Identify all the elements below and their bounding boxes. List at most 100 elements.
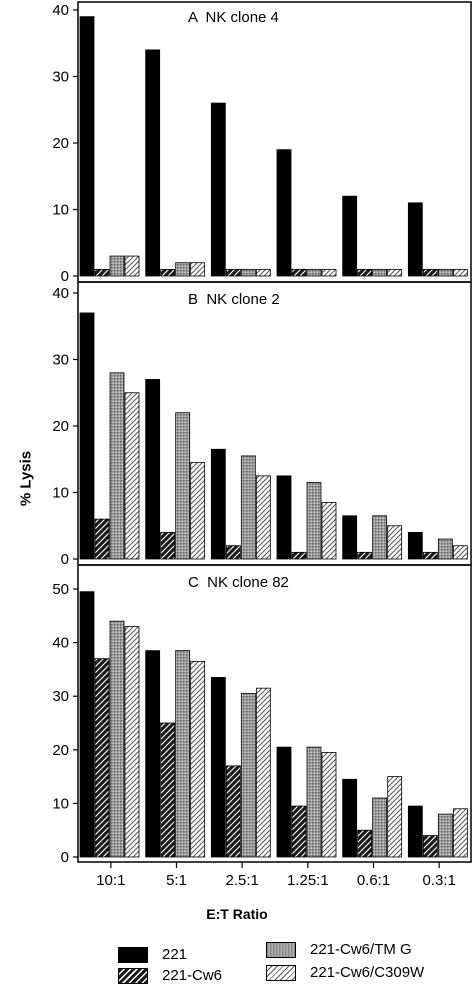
bar-221-cw6-2	[225, 268, 241, 277]
bar-221-cw6-tmg-1	[175, 412, 191, 560]
bar-221-cw6-1	[160, 268, 176, 277]
legend-label-221-cw6: 221-Cw6	[162, 967, 223, 984]
x-axis: 10:1 5:1 2.5:1 1.25:1 0.6:1 0.3:1	[96, 862, 456, 889]
bar-221-cw6-tmg-0	[109, 372, 125, 560]
bar-221-cw6-tmg-5	[437, 268, 453, 277]
bar-221-cw6-c309w-4	[387, 268, 403, 277]
bar-221-3	[276, 149, 292, 277]
bar-221-cw6-c309w-1	[190, 660, 206, 858]
y-tick-label: 0	[61, 268, 69, 285]
bar-221-2	[210, 677, 226, 858]
bar-221-3	[276, 475, 292, 560]
panel-title: A NK clone 4	[188, 9, 279, 26]
bar-221-cw6-4	[357, 551, 373, 560]
legend-swatch-221-cw6-c309w	[266, 964, 296, 981]
bar-221-cw6-5	[422, 551, 438, 560]
bar-221-cw6-c309w-5	[452, 808, 468, 858]
bar-221-2	[210, 448, 226, 560]
bar-221-cw6-tmg-5	[437, 538, 453, 560]
y-tick-label: 20	[52, 135, 69, 152]
legend-item-221-cw6: 221-Cw6	[118, 967, 222, 984]
panel-title: C NK clone 82	[188, 574, 289, 591]
legend-swatch-221-cw6	[118, 967, 148, 984]
bar-221-4	[342, 515, 358, 560]
bar-221-cw6-c309w-1	[190, 262, 206, 277]
bar-221-cw6-1	[160, 532, 176, 560]
panel-frame	[77, 564, 472, 863]
bar-221-cw6-0	[94, 658, 110, 858]
y-tick-label: 40	[52, 635, 69, 652]
bar-221-4	[342, 778, 358, 858]
bar-221-cw6-tmg-1	[175, 262, 191, 277]
bar-221-cw6-c309w-4	[387, 776, 403, 858]
bar-221-cw6-c309w-5	[452, 545, 468, 560]
bar-221-cw6-c309w-3	[321, 752, 337, 858]
bar-221-cw6-0	[94, 518, 110, 560]
bar-221-5	[407, 805, 423, 858]
bar-221-cw6-4	[357, 829, 373, 858]
bar-221-cw6-0	[94, 268, 110, 277]
legend: 221 221-Cw6 221-Cw6/TM G 221-Cw6/C309W	[0, 940, 474, 988]
bar-221-cw6-c309w-5	[452, 268, 468, 277]
bar-221-cw6-c309w-3	[321, 268, 337, 277]
bar-221-cw6-tmg-5	[437, 813, 453, 858]
y-axis-label: % Lysis	[17, 450, 35, 507]
bar-221-cw6-c309w-0	[124, 392, 140, 560]
bar-221-1	[145, 379, 161, 560]
y-tick-label: 30	[52, 352, 69, 369]
y-tick-label: 20	[52, 742, 69, 759]
panel-title: B NK clone 2	[188, 291, 280, 308]
bar-221-cw6-tmg-0	[109, 255, 125, 277]
legend-label-221-cw6-tmg: 221-Cw6/TM G	[310, 941, 412, 958]
y-tick-label: 20	[52, 418, 69, 435]
bar-221-cw6-2	[225, 545, 241, 560]
legend-item-221: 221	[118, 946, 187, 963]
bar-221-cw6-tmg-2	[240, 455, 256, 560]
bar-221-cw6-tmg-2	[240, 268, 256, 277]
bar-221-2	[210, 102, 226, 277]
x-tick-label: 0.3:1	[422, 872, 455, 889]
bar-221-1	[145, 49, 161, 277]
x-tick-label: 0.6:1	[357, 872, 390, 889]
bar-221-cw6-tmg-4	[372, 515, 388, 560]
bar-221-cw6-3	[291, 268, 307, 277]
bar-221-cw6-tmg-2	[240, 693, 256, 858]
bar-221-3	[276, 746, 292, 858]
bar-221-cw6-c309w-4	[387, 525, 403, 560]
bar-221-cw6-1	[160, 722, 176, 858]
y-tick-label: 10	[52, 795, 69, 812]
panel-a: 0 10 20 30 40 A NK clone 4	[52, 1, 472, 285]
bar-221-5	[407, 532, 423, 560]
bar-221-cw6-tmg-3	[306, 746, 322, 858]
x-tick-label: 10:1	[96, 872, 125, 889]
bar-221-cw6-3	[291, 551, 307, 560]
bar-221-cw6-tmg-1	[175, 650, 191, 858]
legend-swatch-221-cw6-tmg	[266, 941, 296, 958]
x-tick-label: 5:1	[166, 872, 187, 889]
x-tick-label: 2.5:1	[225, 872, 258, 889]
bar-221-0	[79, 312, 95, 560]
bar-221-cw6-c309w-0	[124, 255, 140, 277]
bar-221-cw6-tmg-4	[372, 268, 388, 277]
legend-item-221-cw6-tmg: 221-Cw6/TM G	[266, 941, 412, 958]
legend-label-221-cw6-c309w: 221-Cw6/C309W	[310, 964, 425, 981]
y-tick-label: 30	[52, 688, 69, 705]
y-tick-label: 40	[52, 285, 69, 302]
bar-221-cw6-tmg-0	[109, 620, 125, 858]
x-tick-label: 1.25:1	[287, 872, 329, 889]
bar-221-cw6-tmg-4	[372, 797, 388, 858]
bar-221-cw6-3	[291, 805, 307, 858]
bar-221-cw6-c309w-2	[255, 475, 271, 560]
bar-221-4	[342, 195, 358, 277]
bar-221-cw6-c309w-2	[255, 268, 271, 277]
x-axis-label: E:T Ratio	[206, 906, 268, 922]
bar-221-cw6-4	[357, 268, 373, 277]
y-tick-label: 10	[52, 485, 69, 502]
legend-swatch-221	[118, 946, 148, 963]
y-tick-label: 40	[52, 2, 69, 19]
panel-b: 0 10 20 30 40 B NK clone 2	[52, 281, 472, 568]
y-tick-label: 0	[61, 551, 69, 568]
bar-221-cw6-2	[225, 765, 241, 858]
y-tick-label: 30	[52, 69, 69, 86]
